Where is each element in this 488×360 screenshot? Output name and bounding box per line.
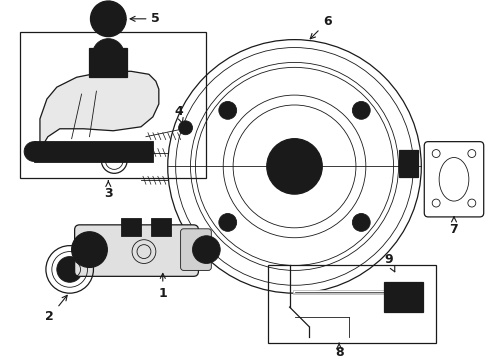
Text: 8: 8 xyxy=(334,343,343,359)
Circle shape xyxy=(90,1,126,37)
Circle shape xyxy=(282,154,306,178)
Bar xyxy=(121,218,141,236)
Bar xyxy=(400,165,415,173)
Text: 7: 7 xyxy=(448,217,457,236)
Bar xyxy=(398,149,417,177)
Bar xyxy=(383,282,423,312)
Text: 1: 1 xyxy=(158,274,167,300)
Circle shape xyxy=(77,237,102,262)
Text: 3: 3 xyxy=(104,181,112,200)
Circle shape xyxy=(57,257,82,282)
Text: 2: 2 xyxy=(45,295,67,324)
Bar xyxy=(400,156,415,163)
Circle shape xyxy=(72,232,107,267)
Bar xyxy=(34,141,153,162)
FancyBboxPatch shape xyxy=(180,229,211,270)
Circle shape xyxy=(219,213,236,231)
Text: 6: 6 xyxy=(309,15,331,39)
Circle shape xyxy=(219,102,236,119)
Bar xyxy=(151,218,170,236)
Circle shape xyxy=(101,12,115,26)
Text: 5: 5 xyxy=(130,12,160,25)
Circle shape xyxy=(125,220,137,232)
Bar xyxy=(267,265,435,343)
Text: 9: 9 xyxy=(384,253,394,272)
Circle shape xyxy=(192,236,220,264)
Circle shape xyxy=(266,139,322,194)
FancyBboxPatch shape xyxy=(75,225,198,276)
Bar xyxy=(20,32,206,178)
Circle shape xyxy=(92,39,124,70)
Circle shape xyxy=(352,213,369,231)
Circle shape xyxy=(24,141,44,161)
Circle shape xyxy=(402,157,413,169)
Text: 4: 4 xyxy=(174,105,183,124)
Polygon shape xyxy=(40,71,159,153)
Circle shape xyxy=(388,287,407,307)
Circle shape xyxy=(178,121,192,135)
Bar xyxy=(89,48,127,77)
Circle shape xyxy=(352,102,369,119)
Circle shape xyxy=(155,220,166,232)
